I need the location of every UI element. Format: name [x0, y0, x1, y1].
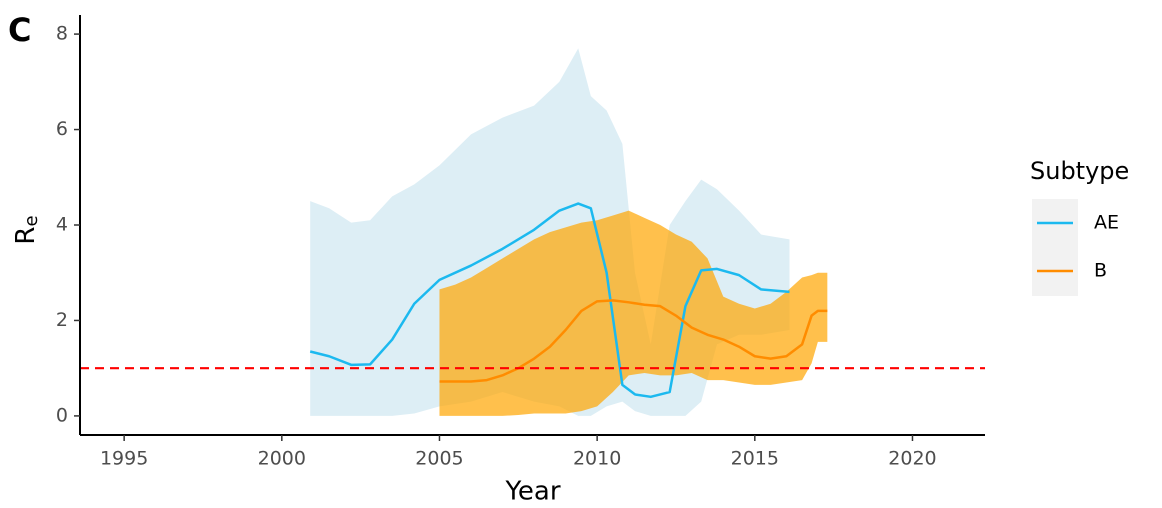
legend-label: AE	[1094, 212, 1119, 234]
x-axis-title: Year	[504, 477, 560, 507]
y-axis-title-main: R	[11, 227, 41, 245]
legend-background	[1032, 199, 1078, 296]
line	[439, 299, 828, 383]
x-tick-label: 2020	[888, 448, 936, 470]
y-tick-label: 0	[56, 404, 68, 426]
y-tick-label: 4	[56, 214, 68, 236]
y-axis-title-sub: e	[21, 215, 42, 226]
y-tick-label: 2	[56, 309, 68, 331]
y-tick-label: 8	[56, 23, 68, 45]
x-tick-label: 2000	[258, 448, 306, 470]
x-tick-label: 1995	[100, 448, 148, 470]
ribbon	[439, 210, 828, 416]
y-axis-title: Re	[11, 215, 43, 244]
panel-label: C	[8, 11, 31, 49]
legend-label: B	[1094, 260, 1107, 282]
y-tick-label: 6	[56, 118, 68, 140]
x-tick-label: 2005	[415, 448, 463, 470]
x-tick-label: 2010	[573, 448, 621, 470]
line	[309, 202, 790, 399]
x-tick-label: 2015	[731, 448, 779, 470]
legend-title: Subtype	[1030, 157, 1129, 185]
